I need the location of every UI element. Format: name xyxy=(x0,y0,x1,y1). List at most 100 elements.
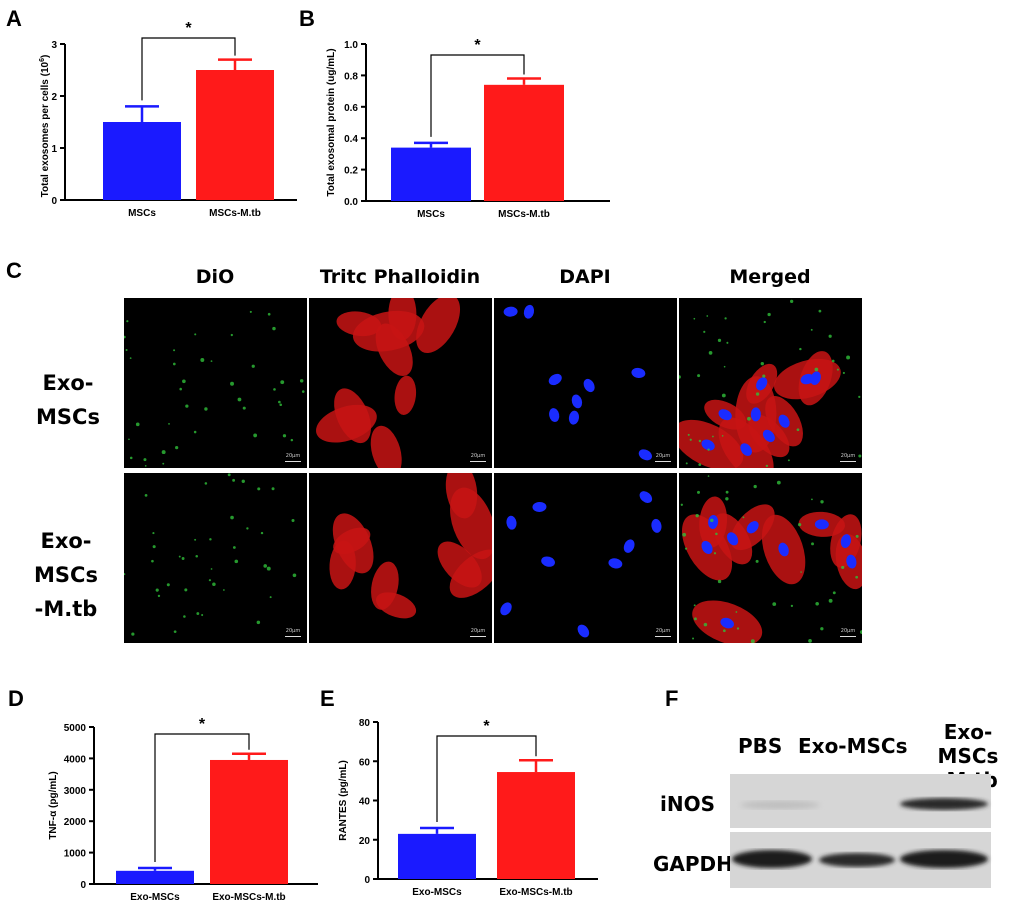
micrograph-image xyxy=(124,310,305,467)
exosome-dye-speck xyxy=(125,348,128,351)
nucleus-stain xyxy=(814,519,829,530)
chart-e-ytick-label: 40 xyxy=(359,797,371,808)
exosome-dye-speck xyxy=(693,317,696,320)
exosome-dye-speck xyxy=(790,299,794,304)
exosome-dye-speck xyxy=(227,473,231,477)
panel-letter-f: F xyxy=(665,686,679,711)
nucleus-stain xyxy=(708,515,719,530)
exosome-dye-speck xyxy=(697,374,701,378)
exosome-dye-speck xyxy=(858,454,862,458)
lane-label-exo-mscs: Exo-MSCs xyxy=(798,734,908,758)
exosome-dye-speck xyxy=(263,564,267,568)
exosome-dye-speck xyxy=(151,559,154,563)
column-header-dapi: DAPI xyxy=(559,266,611,288)
exosome-dye-speck xyxy=(735,611,738,613)
chart-d-bar xyxy=(210,759,288,884)
micrograph-image xyxy=(329,473,492,619)
chart-a-ytick-label: 1 xyxy=(51,144,57,155)
cytoskeleton-stain xyxy=(334,388,371,444)
exosome-dye-speck xyxy=(183,615,186,618)
exosome-dye-speck xyxy=(855,534,859,538)
chart-a-significance-bracket xyxy=(141,37,236,101)
exosome-dye-speck xyxy=(278,400,281,404)
nucleus-stain xyxy=(756,377,768,391)
exosome-dye-speck xyxy=(232,546,236,549)
chart-d-ytick-label: 2000 xyxy=(64,817,87,828)
exosome-dye-speck xyxy=(124,335,126,339)
nucleus-stain xyxy=(500,602,512,616)
chart-d-category-label: Exo-MSCs-M.tb xyxy=(212,892,285,903)
exosome-dye-speck xyxy=(155,588,159,592)
exosome-dye-speck xyxy=(808,638,812,643)
exosome-dye-speck xyxy=(166,583,170,587)
exosome-dye-speck xyxy=(267,312,271,316)
chart-a-significance-star: * xyxy=(185,20,192,37)
scale-bar: 20μm xyxy=(470,628,486,637)
exosome-dye-speck xyxy=(725,497,729,501)
cytoskeleton-stain xyxy=(394,375,417,415)
exosome-dye-speck xyxy=(269,596,272,599)
exosome-dye-speck xyxy=(194,538,197,541)
nucleus-stain xyxy=(532,501,547,512)
exosome-dye-speck xyxy=(204,482,208,485)
scale-bar: 20μm xyxy=(655,453,671,462)
chart-e-ytick-label: 20 xyxy=(359,836,371,847)
nucleus-stain xyxy=(746,521,759,534)
nucleus-stain xyxy=(778,414,790,428)
exosome-dye-speck xyxy=(246,527,249,530)
chart-e-significance-bracket xyxy=(436,735,537,822)
chart-d-category-label: Exo-MSCs xyxy=(130,892,180,903)
exosome-dye-speck xyxy=(763,320,766,324)
chart-b-bar xyxy=(484,84,564,201)
chart-b-ytick-label: 0.8 xyxy=(344,71,358,82)
exosome-dye-speck xyxy=(241,479,245,483)
exosome-dye-speck xyxy=(698,463,702,466)
exosome-dye-speck xyxy=(846,355,851,360)
exosome-dye-speck xyxy=(256,620,261,625)
panel-letter-b: B xyxy=(299,6,315,31)
exosome-dye-speck xyxy=(708,351,713,355)
nucleus-stain xyxy=(840,534,852,548)
exosome-dye-speck xyxy=(750,639,755,643)
exosome-dye-speck xyxy=(157,594,161,598)
exosome-dye-speck xyxy=(679,375,681,379)
chart-e-ylabel: RANTES (pg/mL) xyxy=(338,760,349,841)
nucleus-stain xyxy=(623,539,635,553)
exosome-dye-speck xyxy=(129,456,133,460)
exosome-dye-speck xyxy=(693,617,697,621)
exosome-dye-speck xyxy=(128,438,130,441)
chart-a-ylabel: Total exosomes per cells (106) xyxy=(39,55,51,198)
micrograph-dapi-row1: 20μm xyxy=(494,298,677,468)
chart-a-ytick-label: 0 xyxy=(51,196,57,207)
nucleus-stain xyxy=(638,449,652,461)
scale-bar: 20μm xyxy=(655,628,671,637)
micrograph-merged-row2: 20μm xyxy=(679,473,862,643)
band-gapdh-exo-mscs xyxy=(819,853,895,867)
chart-e-ytick-label: 80 xyxy=(359,718,371,729)
cytoskeleton-stain xyxy=(445,473,478,519)
chart-b-significance-bracket xyxy=(430,54,525,137)
exosome-dye-speck xyxy=(692,637,695,640)
exosome-dye-speck xyxy=(301,390,305,393)
nucleus-stain xyxy=(720,617,734,629)
blot-bands-gapdh xyxy=(732,850,988,868)
column-header-dio: DiO xyxy=(195,266,235,288)
chart-b-category-label: MSCs xyxy=(417,209,445,220)
band-inos-exo-mscs-mtb xyxy=(900,798,988,810)
exosome-dye-speck xyxy=(129,357,132,359)
cytoskeleton-stain xyxy=(375,323,413,376)
exosome-dye-speck xyxy=(717,579,722,584)
micrograph-image xyxy=(679,299,862,468)
exosome-dye-speck xyxy=(257,487,261,491)
band-label-gapdh: GAPDH xyxy=(653,852,733,876)
column-header-tritc-phalloidin: Tritc Phalloidin xyxy=(319,266,481,288)
exosome-dye-speck xyxy=(196,612,200,615)
exosome-dye-speck xyxy=(836,368,839,371)
lane-label-pbs: PBS xyxy=(738,734,783,758)
exosome-dye-speck xyxy=(152,545,156,549)
exosome-dye-speck xyxy=(760,361,764,366)
exosome-dye-speck xyxy=(717,338,722,342)
micrograph-dapi-row2: 20μm xyxy=(494,473,677,643)
exosome-dye-speck xyxy=(832,591,836,595)
panel-letter-a: A xyxy=(6,6,22,31)
